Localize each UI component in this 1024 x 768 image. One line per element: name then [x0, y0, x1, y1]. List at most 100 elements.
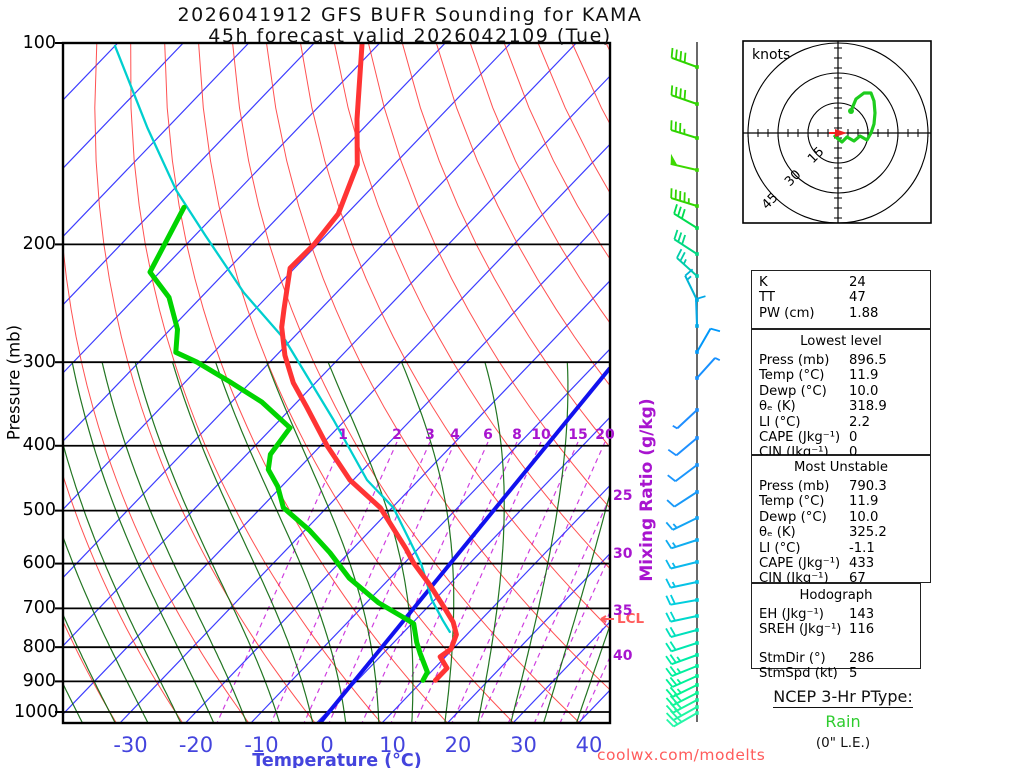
wind-barb	[673, 229, 699, 256]
stats-box-hodograph: Hodograph EH (Jkg⁻¹) 143 SREH (Jkg⁻¹) 116 Stm…	[751, 583, 921, 681]
pressure-tick-label: 100	[22, 32, 56, 53]
stats-box-lowest-level: Lowest level Press (mb) 896.5 Temp (°C) 11.9…	[751, 329, 931, 460]
stats-section-header: Most Unstable	[794, 460, 888, 475]
temperature-tick-label: 0	[320, 733, 334, 757]
stat-row: LI (°C) -1.1	[759, 540, 875, 556]
stat-row: CAPE (Jkg⁻¹) 433	[759, 556, 875, 572]
mixing-ratio-tick-label: 8	[512, 427, 522, 443]
pressure-tick-label: 200	[22, 233, 56, 254]
temperature-tick-label: 30	[510, 733, 537, 757]
lcl-label: LCL	[617, 611, 645, 627]
stat-row: LI (°C) 2.2	[759, 414, 870, 430]
mixing-ratio-tick-label: 10	[531, 427, 551, 443]
stats-box-most-unstable: Most Unstable Press (mb) 790.3 Temp (°C) 11.…	[751, 455, 931, 587]
mixing-ratio-tick-label: 20	[595, 427, 615, 443]
wind-barb	[665, 611, 699, 623]
wind-barb	[670, 85, 699, 106]
mixing-ratio-tick-label: 2	[392, 427, 402, 443]
mixing-ratio-tick-label: 6	[483, 427, 493, 443]
wind-barb	[670, 153, 699, 172]
stat-row: θₑ (K) 318.9	[759, 399, 887, 415]
stat-row: CAPE (Jkg⁻¹) 0	[759, 430, 858, 446]
temperature-tick-label: 10	[379, 733, 406, 757]
ptype-heading: NCEP 3-Hr PType:	[773, 687, 913, 708]
stats-section-header: Hodograph	[799, 588, 873, 603]
wind-barb	[665, 626, 699, 638]
stats-section-header: Lowest level	[800, 334, 882, 349]
temperature-tick-label: 20	[444, 733, 472, 757]
wind-barb	[665, 664, 699, 678]
temperature-tick-label: -30	[113, 733, 148, 757]
mixing-ratio-tick-label: 40	[613, 648, 633, 664]
wind-barb	[665, 578, 699, 589]
wind-barb	[665, 653, 699, 666]
pressure-tick-label: 500	[22, 500, 56, 521]
ptype-value: Rain	[825, 712, 861, 731]
wind-barb	[676, 248, 699, 278]
wind-barb	[670, 47, 699, 69]
stat-row: Dewp (°C) 10.0	[759, 383, 879, 399]
stat-row: θₑ (K) 325.2	[759, 525, 887, 541]
wind-barb	[665, 674, 699, 688]
temperature-tick-label: 40	[575, 733, 603, 757]
temperature_profile	[279, 43, 459, 683]
pressure-tick-label: 800	[22, 636, 56, 657]
chart-title-line2: 45h forecast valid 2026042109 (Tue)	[208, 25, 612, 47]
stat-row: EH (Jkg⁻¹) 143	[759, 607, 875, 622]
wind-barb	[667, 436, 699, 457]
chart-title-line1: 2026041912 GFS BUFR Sounding for KAMA	[177, 4, 643, 26]
temperature-tick-label: -20	[178, 733, 214, 757]
wind-barb-column	[665, 42, 721, 728]
wind-barb	[666, 490, 699, 508]
hodograph-trace	[832, 91, 877, 144]
stat-row: Temp (°C) 11.9	[759, 368, 879, 384]
wind-barb	[665, 594, 699, 606]
wind-barb	[665, 538, 699, 550]
temperature-axis-label: Temperature (°C)	[252, 751, 422, 768]
pressure-tick-label: 300	[22, 351, 56, 372]
pressure-tick-label: 900	[22, 670, 56, 691]
stat-row: SREH (Jkg⁻¹) 116	[759, 622, 875, 638]
watermark-link[interactable]: coolwx.com/modelts	[597, 746, 766, 764]
hodograph-units-label: knots	[752, 47, 791, 63]
wind-barb	[695, 357, 721, 380]
pressure-axis-label: Pressure (mb)	[4, 324, 24, 441]
pressure-tick-label: 1000	[14, 701, 59, 722]
wind-barb	[670, 120, 699, 140]
mixing-ratio-tick-label: 4	[450, 427, 460, 443]
pressure-tick-label: 400	[22, 435, 56, 456]
wetbulb_profile	[113, 44, 451, 634]
mixing-ratio-axis-label: Mixing Ratio (g/kg)	[637, 398, 657, 582]
stat-row: Temp (°C) 11.9	[759, 494, 879, 510]
wind-barb	[667, 463, 699, 483]
wind-barb	[665, 641, 699, 653]
pressure-tick-label: 700	[22, 597, 56, 618]
mixing-ratio-tick-label: 30	[613, 546, 633, 562]
stat-row: StmSpd (kt) 5	[759, 666, 858, 682]
wind-barb	[670, 188, 699, 208]
plot-grid	[63, 43, 610, 723]
stat-row: TT 47	[759, 290, 866, 306]
stat-row: PW (cm) 1.88	[759, 305, 879, 321]
stat-row: StmDir (°) 286	[759, 650, 875, 666]
hodograph	[742, 40, 932, 224]
temperature-tick-label: -10	[244, 733, 279, 757]
stat-row: CIN (Jkg⁻¹) 67	[759, 571, 866, 587]
stat-row: K 24	[759, 275, 866, 290]
wind-barb	[673, 204, 699, 230]
mixing-ratio-tick-label: 25	[613, 488, 633, 504]
wind-barb	[665, 559, 699, 570]
wind-barb	[672, 408, 699, 430]
dewpoint_profile	[147, 204, 430, 683]
stat-row: Press (mb) 896.5	[759, 353, 887, 368]
mixing-ratio-tick-label: 3	[425, 427, 435, 443]
pressure-tick-label: 600	[22, 553, 56, 574]
mixing-ratio-tick-label: 1	[338, 427, 348, 443]
mixing-ratio-tick-label: 35	[613, 603, 633, 619]
mixing-ratio-tick-label: 15	[568, 427, 588, 443]
stats-box-indices: K 24 TT 47 PW (cm) 1.88	[751, 270, 931, 329]
wind-barb	[666, 711, 699, 728]
stat-row: Press (mb) 790.3	[759, 479, 887, 494]
